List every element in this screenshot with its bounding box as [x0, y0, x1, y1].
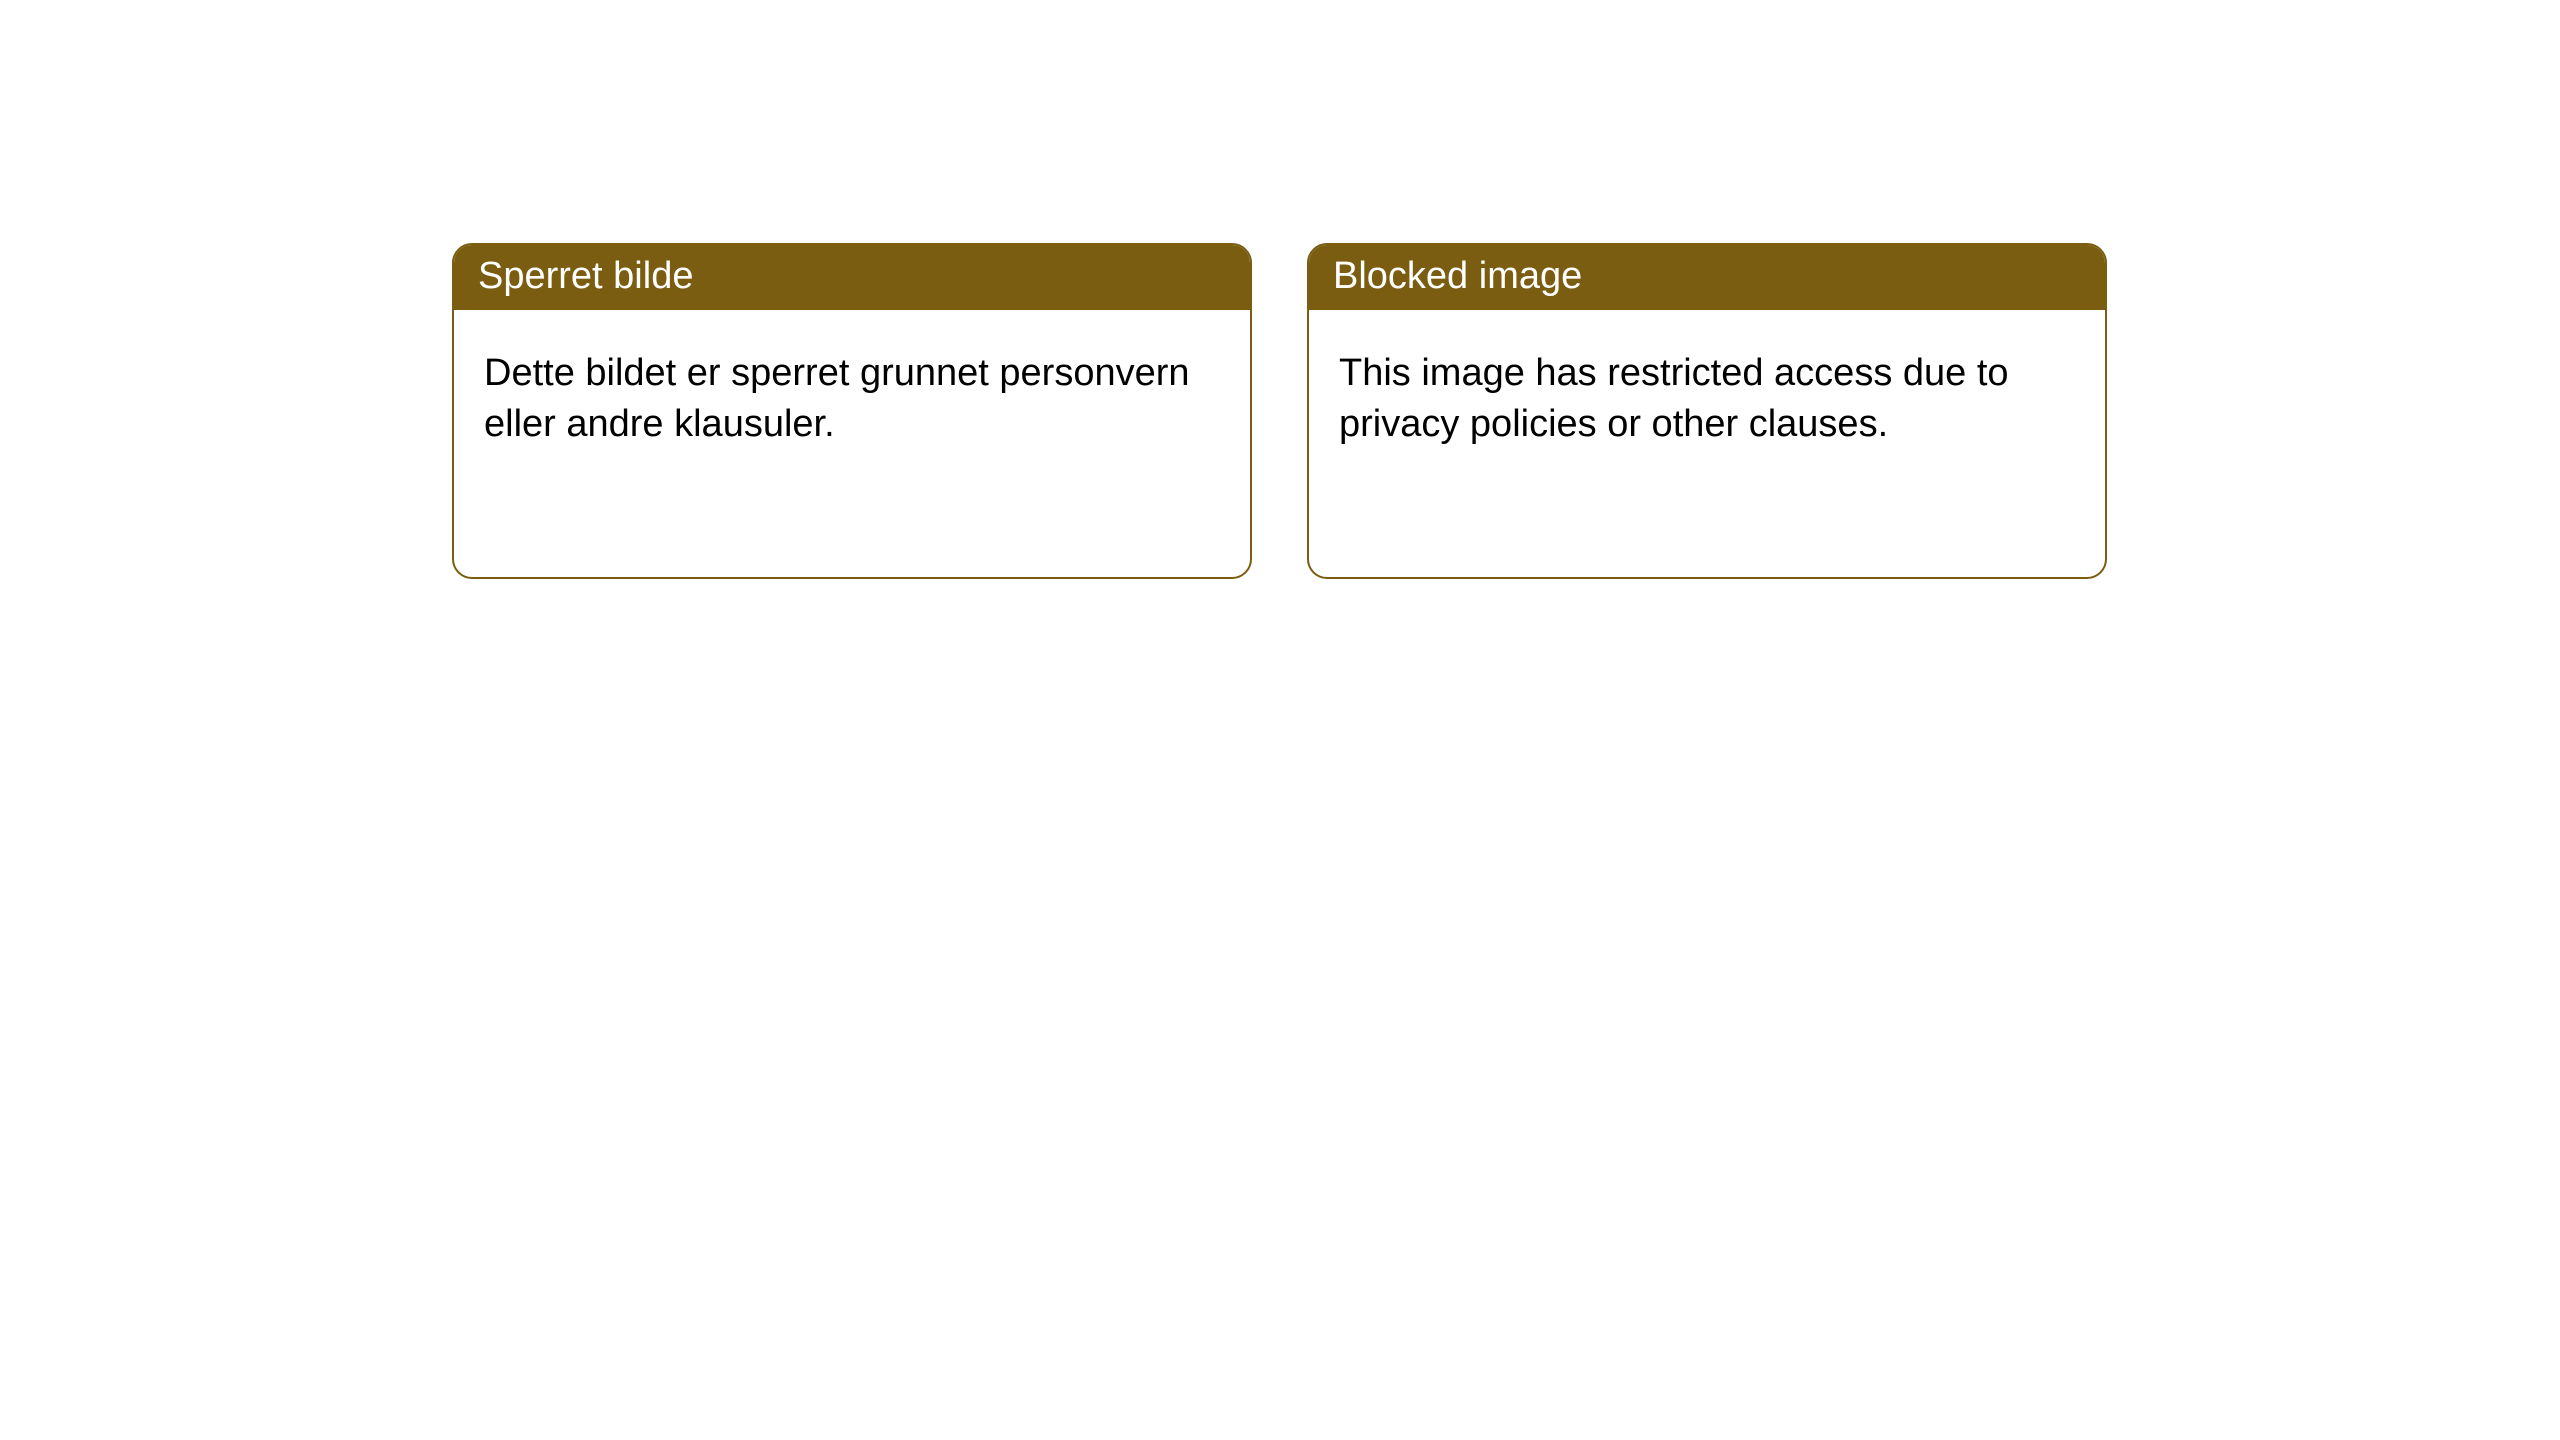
notice-body-english: This image has restricted access due to … — [1309, 310, 2105, 489]
notice-box-english: Blocked image This image has restricted … — [1307, 243, 2107, 579]
notice-body-norwegian: Dette bildet er sperret grunnet personve… — [454, 310, 1250, 489]
notice-title-english: Blocked image — [1309, 245, 2105, 310]
notice-container: Sperret bilde Dette bildet er sperret gr… — [0, 0, 2560, 579]
notice-title-norwegian: Sperret bilde — [454, 245, 1250, 310]
notice-box-norwegian: Sperret bilde Dette bildet er sperret gr… — [452, 243, 1252, 579]
